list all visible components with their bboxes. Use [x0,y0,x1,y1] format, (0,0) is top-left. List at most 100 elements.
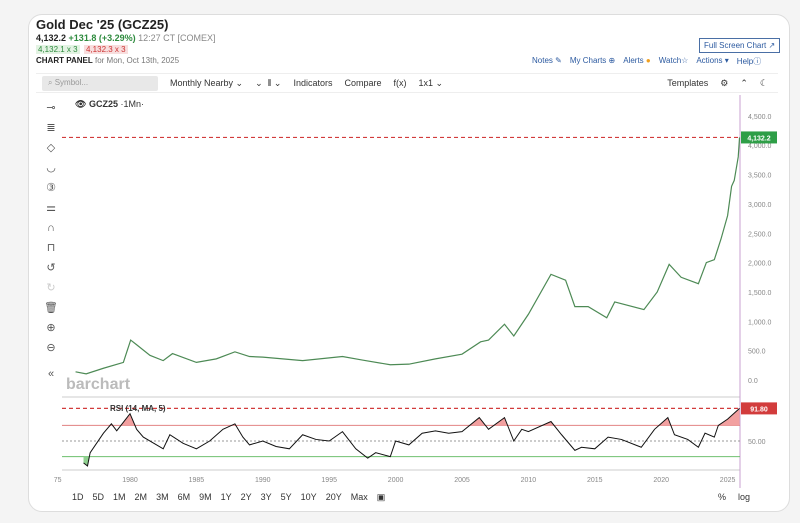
plus-circle-icon: ⊕ [608,56,616,65]
time-tick-label: 1985 [189,477,205,484]
redo-icon[interactable]: ↻ [46,282,56,294]
alert-icon: ● [645,56,651,65]
panel-date: for Mon, Oct 13th, 2025 [94,56,180,65]
compare-button[interactable]: Compare [344,78,382,88]
time-tick-label: 2010 [521,477,537,484]
templates-button[interactable]: Templates [667,77,709,88]
range-5y[interactable]: 5Y [280,492,292,502]
price-series [75,137,741,375]
rsi-tick-label: 50.00 [748,439,766,446]
quote-line: 4,132.2 +131.8 (+3.29%) 12:27 CT [COMEX] [36,33,216,43]
curve-icon[interactable]: ◡ [46,162,56,174]
chart-toolbar: ⌕ Symbol... Monthly Nearby ⌄ ⌄ ⫴ ⌄ Indic… [36,73,778,93]
candlestick-icon: ⫴ [267,77,272,88]
ask: 4,132.3 x 3 [84,45,128,54]
rsi-series [83,408,740,467]
my-charts-link[interactable]: My Charts ⊕ [569,56,616,65]
action-links: Notes ✎ My Charts ⊕ Alerts ● Watch☆ Acti… [532,56,761,67]
bid: 4,132.1 x 3 [36,45,80,54]
range-1m[interactable]: 1M [113,492,126,502]
indicators-button[interactable]: Indicators [293,78,333,88]
range-6m[interactable]: 6M [177,492,191,502]
scale-options: % log [718,492,750,502]
range-20y[interactable]: 20Y [325,492,342,502]
search-icon: ⌕ [48,77,53,87]
watch-link[interactable]: Watch☆ [658,56,689,65]
magnet-icon[interactable]: ∩ [47,222,55,234]
collapse-icon[interactable]: ⌃ [740,77,748,88]
rsi-oversold-fill [83,456,370,466]
chart-type-select[interactable]: ⌄ ⫴ ⌄ [255,77,282,88]
range-max[interactable]: Max [350,492,368,502]
range-5d[interactable]: 5D [92,492,105,502]
time-tick-label: 75 [54,477,62,484]
alerts-link[interactable]: Alerts ● [623,56,651,65]
range-2y[interactable]: 2Y [240,492,252,502]
zoom-out-icon[interactable]: ⊖ [46,342,56,354]
range-2m[interactable]: 2M [134,492,148,502]
price-tick-label: 0.0 [748,378,758,385]
number-icon[interactable]: ③ [46,182,56,194]
symbol-search-input[interactable]: ⌕ Symbol... [42,75,158,91]
eye-icon[interactable]: 👁 [75,99,87,109]
range-buttons: 1D 5D 1M 2M 3M 6M 9M 1Y 2Y 3Y 5Y 10Y 20Y Max ▣ [72,492,385,503]
range-9m[interactable]: 9M [199,492,212,502]
help-link[interactable]: Helpⓘ [736,57,762,66]
time-tick-label: 2015 [587,477,603,484]
collapse-toolbar-icon[interactable]: « [47,368,55,380]
rsi-legend: RSI (14, MA, 5) [110,404,166,413]
range-1d[interactable]: 1D [72,492,84,502]
time-tick-label: 2020 [653,477,669,484]
price-tick-label: 3,000.0 [748,202,771,209]
quote-time: 12:27 CT [COMEX] [138,33,216,43]
chart-panel-date: CHART PANEL for Mon, Oct 13th, 2025 [36,56,179,65]
price-tick-label: 4,000.0 [748,143,771,150]
range-3m[interactable]: 3M [156,492,169,502]
last-price: 4,132.2 [36,33,67,43]
actions-menu[interactable]: Actions ▾ [696,56,729,65]
price-tick-label: 2,000.0 [748,261,771,268]
rsi-overbought-fill [110,408,740,426]
trash-icon[interactable]: 🗑 [44,302,58,314]
notes-icon: ✎ [555,56,562,65]
percent-button[interactable]: % [718,492,727,502]
help-icon: ⓘ [753,57,762,66]
lock-icon[interactable]: ⊓ [46,242,56,254]
notes-link[interactable]: Notes ✎ [532,56,562,65]
price-tick-label: 3,500.0 [748,173,771,180]
measure-icon[interactable]: ⚌ [46,202,56,214]
calendar-icon[interactable]: ▣ [376,492,386,502]
range-3y[interactable]: 3Y [260,492,272,502]
panel-label: CHART PANEL [36,56,93,65]
crosshair-icon[interactable]: ⊸ [46,102,56,114]
full-screen-chart-button[interactable]: Full Screen Chart ↗ [699,38,781,53]
star-icon: ☆ [681,56,689,65]
range-10y[interactable]: 10Y [300,492,317,502]
rsi-value-label: 91.80 [750,406,768,413]
fibonacci-icon[interactable]: ≣ [46,122,56,134]
price-legend: 👁 GCZ25 ·1Mn· [75,99,144,109]
price-tick-label: 500.0 [748,349,766,356]
time-tick-label: 1980 [122,477,138,484]
price-tick-label: 2,500.0 [748,231,771,238]
price-change: +131.8 (+3.29%) [68,33,136,43]
zoom-in-icon[interactable]: ⊕ [46,322,56,334]
undo-icon[interactable]: ↺ [46,262,56,274]
log-button[interactable]: log [738,492,751,502]
price-tick-label: 1,000.0 [748,319,771,326]
instrument-title: Gold Dec '25 (GCZ25) [36,17,169,32]
chart-card [28,14,790,512]
layout-select[interactable]: 1x1 ⌄ [418,77,444,88]
range-1y[interactable]: 1Y [220,492,232,502]
settings-icon[interactable]: ⚙ [720,77,729,88]
time-tick-label: 1995 [321,477,337,484]
period-select[interactable]: Monthly Nearby ⌄ [170,77,244,88]
dark-mode-icon[interactable]: ☾ [759,77,768,88]
time-tick-label: 2025 [720,477,736,484]
price-tick-label: 4,500.0 [748,114,771,121]
shape-icon[interactable]: ◇ [46,142,56,154]
fx-button[interactable]: f(x) [393,78,407,88]
price-tick-label: 1,500.0 [748,290,771,297]
last-price-tag [741,131,777,144]
